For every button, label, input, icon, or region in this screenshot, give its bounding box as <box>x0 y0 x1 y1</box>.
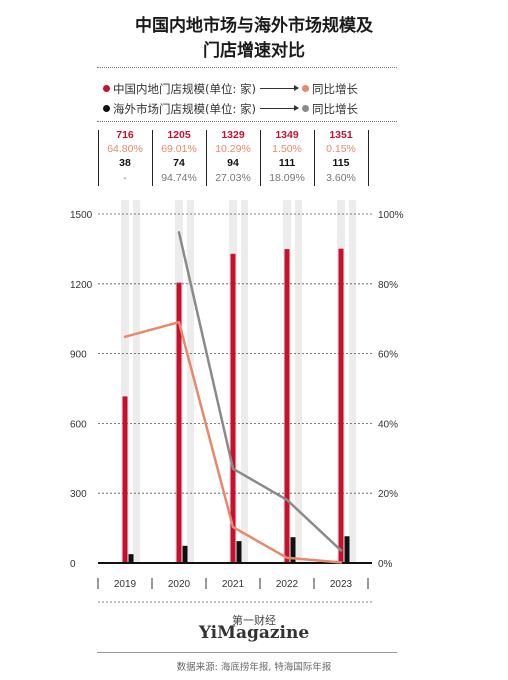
y-right-tick-label: 40% <box>378 419 398 430</box>
y-left-tick-label: 0 <box>70 559 76 570</box>
overseas-bar-2020 <box>182 545 188 563</box>
domestic-growth-legend-dot <box>302 85 310 92</box>
chart-title-line2: 门店增速对比 <box>203 41 305 61</box>
legend-row-domestic: 中国内地门店规模(单位: 家) 同比增长 <box>103 81 358 97</box>
domestic-legend-dot <box>103 85 110 92</box>
overseas-value: 111 <box>278 157 296 170</box>
overseas-value: 38 <box>119 157 131 170</box>
table-column-2023: 1351 0.15% 115 3.60% <box>314 128 368 185</box>
legend-overseas-growth-label: 同比增长 <box>312 102 359 116</box>
overseas-growth-value: 3.60% <box>326 171 356 184</box>
column-shade-right <box>295 200 302 563</box>
domestic-value: 1349 <box>275 129 299 141</box>
table-column-2019: 716 64.80% 38 - <box>98 128 152 185</box>
domestic-value: 1205 <box>167 129 191 141</box>
y-left-tick-label: 1500 <box>70 210 93 221</box>
domestic-growth-value: 64.80% <box>107 143 143 156</box>
domestic-bar-2023 <box>338 248 344 563</box>
column-shade-right <box>133 200 140 563</box>
arrow-icon <box>260 85 300 91</box>
x-tick-label: 2020 <box>168 579 191 590</box>
overseas-legend-dot <box>103 105 110 112</box>
domestic-bar-2020 <box>176 282 182 563</box>
overseas-growth-legend-dot <box>302 105 310 112</box>
table-separator <box>368 130 369 186</box>
y-right-tick-label: 60% <box>378 350 398 361</box>
x-tick-label: 2019 <box>114 579 137 590</box>
y-left-tick-label: 900 <box>70 350 87 361</box>
overseas-value: 115 <box>332 157 350 170</box>
overseas-bar-2019 <box>128 554 134 563</box>
overseas-growth-line <box>177 231 343 552</box>
column-shade-right <box>349 200 356 563</box>
domestic-bar-2022 <box>284 249 290 563</box>
table-separator <box>98 130 99 186</box>
table-column-2021: 1329 10.29% 94 27.03% <box>206 128 260 185</box>
overseas-growth-value: - <box>123 171 127 184</box>
x-tick-label: 2023 <box>330 579 353 590</box>
y-left-tick-label: 300 <box>70 489 87 500</box>
table-column-2020: 1205 69.01% 74 94.74% <box>152 128 206 185</box>
domestic-bar-2019 <box>122 396 128 563</box>
overseas-bar-2022 <box>290 537 296 563</box>
table-separator <box>152 130 153 186</box>
y-left-tick-label: 1200 <box>70 280 93 291</box>
y-right-tick-label: 80% <box>378 280 398 291</box>
data-source-note: 数据来源: 海底捞年报, 特海国际年报 <box>176 662 332 673</box>
domestic-growth-line <box>123 320 343 564</box>
footer-divider <box>97 652 397 653</box>
table-separator <box>260 130 261 186</box>
y-right-tick-label: 0% <box>378 559 393 570</box>
overseas-growth-value: 18.09% <box>269 171 305 184</box>
x-tick-label: 2021 <box>222 579 245 590</box>
table-column-2022: 1349 1.50% 111 18.09% <box>260 128 314 185</box>
domestic-bar-2021 <box>230 253 236 563</box>
domestic-growth-value: 0.15% <box>326 143 356 156</box>
legend-domestic-label: 中国内地门店规模(单位: 家) <box>113 82 257 96</box>
overseas-value: 74 <box>173 157 185 170</box>
domestic-value: 716 <box>116 129 134 141</box>
column-shade-right <box>187 200 194 563</box>
column-shade-right <box>241 200 248 563</box>
table-separator <box>206 130 207 186</box>
brand-chinese-name: 第一财经 <box>232 614 276 627</box>
overseas-bar-2023 <box>344 536 350 563</box>
legend-domestic-growth-label: 同比增长 <box>312 82 359 96</box>
domestic-growth-value: 69.01% <box>161 143 197 156</box>
chart-title-line1: 中国内地市场与海外市场规模及 <box>135 16 373 36</box>
x-tick-label: 2022 <box>276 579 299 590</box>
legend-top-divider <box>97 67 397 68</box>
domestic-growth-value: 10.29% <box>215 143 251 156</box>
domestic-value: 1329 <box>221 129 245 141</box>
y-left-tick-label: 600 <box>70 419 87 430</box>
domestic-growth-value: 1.50% <box>272 143 302 156</box>
y-right-tick-label: 20% <box>378 489 398 500</box>
brand-logo: YiMagazine <box>198 623 310 643</box>
overseas-growth-value: 27.03% <box>215 171 251 184</box>
domestic-value: 1351 <box>329 129 353 141</box>
legend-bottom-divider <box>97 121 397 122</box>
legend-overseas-label: 海外市场门店规模(单位: 家) <box>113 102 257 116</box>
y-right-tick-label: 100% <box>378 210 404 221</box>
legend-row-overseas: 海外市场门店规模(单位: 家) 同比增长 <box>103 101 358 117</box>
overseas-bar-2021 <box>236 541 242 563</box>
table-separator <box>314 130 315 186</box>
overseas-value: 94 <box>227 157 239 170</box>
arrow-icon <box>260 105 300 111</box>
overseas-growth-value: 94.74% <box>161 171 197 184</box>
column-shade-left <box>121 200 129 563</box>
